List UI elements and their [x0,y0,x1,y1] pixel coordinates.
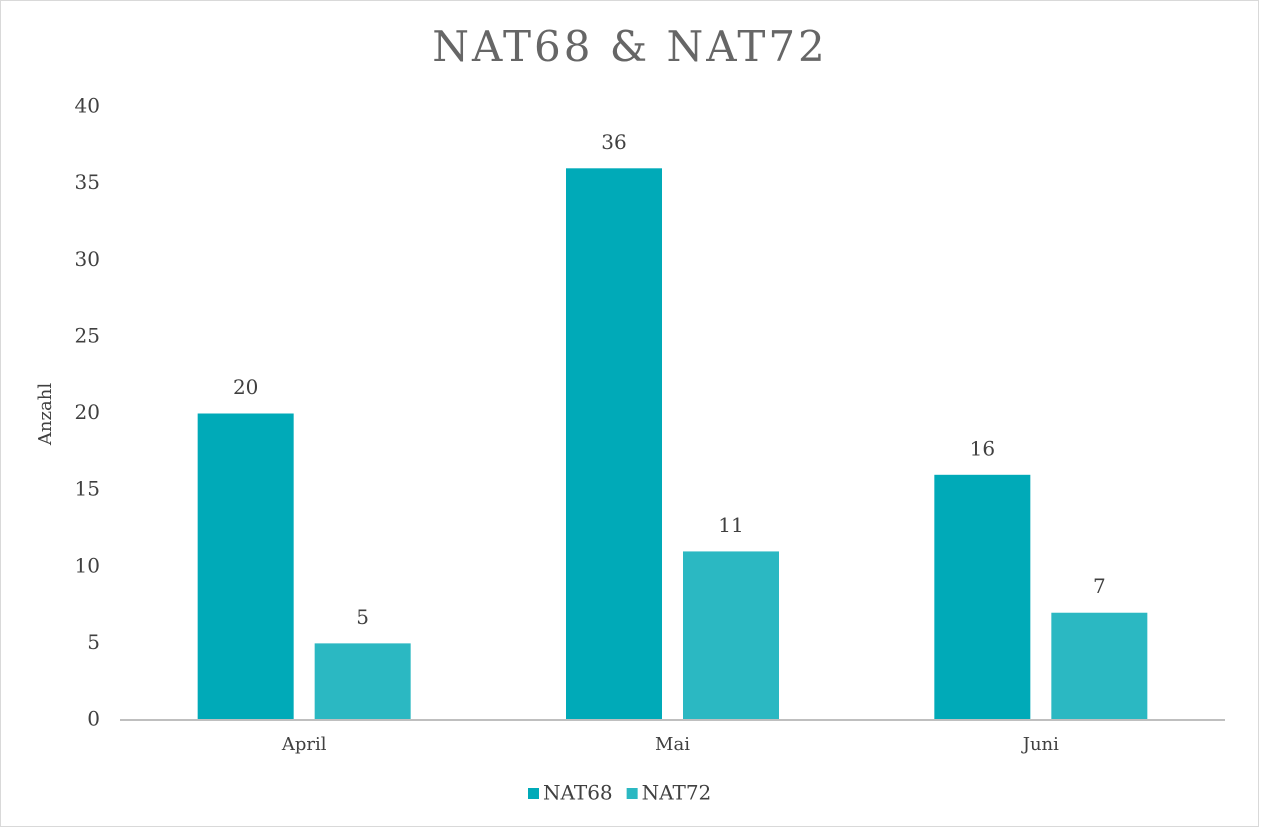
legend-label: NAT68 [543,781,613,805]
bar [934,474,1031,720]
x-tick-label: April [281,734,327,755]
y-tick-label: 0 [87,707,100,731]
y-tick-label: 35 [75,170,100,194]
data-label: 7 [1093,574,1106,598]
data-label: 36 [601,130,626,154]
y-tick-label: 15 [75,477,100,501]
y-axis-label: Anzahl [35,383,56,446]
bar [197,413,294,720]
y-tick-label: 20 [75,400,100,424]
bar [683,551,779,720]
y-tick-label: 30 [75,247,100,271]
y-tick-label: 5 [87,630,100,654]
bar [314,643,411,720]
legend-swatch [528,788,539,799]
y-tick-label: 10 [75,553,100,577]
y-tick-label: 40 [75,94,100,118]
data-label: 20 [233,375,258,399]
bar [566,168,662,721]
legend-swatch [626,788,638,799]
y-tick-label: 25 [75,323,100,347]
bar [1051,612,1148,720]
x-tick-label: Juni [1021,734,1059,755]
data-label: 16 [970,436,995,460]
legend-label: NAT72 [642,781,712,805]
x-tick-label: Mai [655,734,690,755]
data-label: 11 [718,513,743,537]
data-label: 5 [356,605,369,629]
chart-title: NAT68 & NAT72 [432,22,828,71]
